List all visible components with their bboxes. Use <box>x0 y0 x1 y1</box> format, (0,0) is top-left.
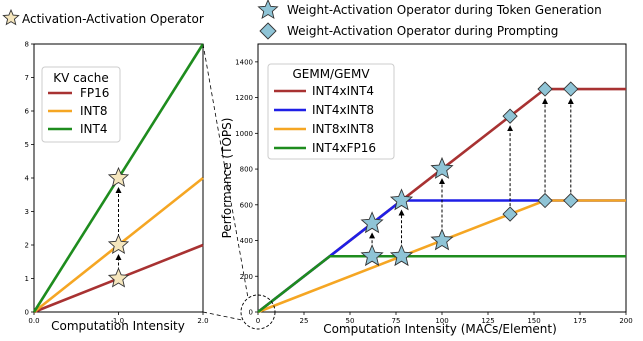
weight-activation-prompt-legend-label: Weight-Activation Operator during Prompt… <box>287 24 558 38</box>
right-x-axis-label: Computation Intensity (MACs/Element) <box>323 322 557 336</box>
left-y-tick-label: 2 <box>25 242 29 250</box>
left-x-tick-label: 1.0 <box>113 317 124 325</box>
top-legend: Activation-Activation Operator Weight-Ac… <box>2 0 602 40</box>
right-series-int4xfp16 <box>257 254 626 314</box>
left-y-tick-label: 4 <box>25 175 30 183</box>
star-blue-icon <box>257 0 279 20</box>
left-y-tick-label: 5 <box>25 141 29 149</box>
kv-cache-chart: 0.0 1.0 2.0 0 1 2 3 4 5 6 7 8 Computation Intensity… <box>25 41 209 334</box>
left-legend-label: INT8 <box>80 104 107 118</box>
right-arrows <box>369 98 574 249</box>
gemm-gemv-chart: 0 25 50 75 100 125 150 175 200 0 200 400 600 800 1000 1… <box>220 43 633 336</box>
right-legend-label: INT4xFP16 <box>312 141 376 155</box>
right-x-tick-label: 150 <box>527 317 540 325</box>
left-y-tick-label: 3 <box>25 208 29 216</box>
left-y-tick-label: 1 <box>25 275 29 283</box>
right-star-marker <box>430 228 454 251</box>
left-x-tick-label: 0.0 <box>28 317 39 325</box>
diamond-blue-icon <box>259 22 277 40</box>
zoom-line-bottom <box>202 311 243 321</box>
left-star-marker <box>107 233 130 255</box>
right-diamond-marker <box>537 192 553 209</box>
left-legend-box <box>41 66 121 143</box>
right-y-tick-label: 0 <box>249 309 253 317</box>
right-legend-label: INT8xINT8 <box>312 122 374 136</box>
right-legend: GEMM/GEMV INT4xINT4 INT4xINT8 INT8xINT8 INT… <box>267 63 395 160</box>
right-y-tick-label: 200 <box>240 273 253 281</box>
left-legend-label: INT4 <box>80 122 107 136</box>
right-x-tick-label: 100 <box>435 317 448 325</box>
left-legend-title: KV cache <box>53 71 108 85</box>
right-star-marker <box>360 211 384 234</box>
right-legend-title: GEMM/GEMV <box>292 67 370 81</box>
left-markers <box>107 166 130 288</box>
weight-activation-prompt-legend-icon <box>259 22 277 40</box>
right-y-tick-label: 800 <box>240 166 253 174</box>
weight-activation-token-legend-icon <box>257 0 279 20</box>
left-star-marker <box>107 267 130 288</box>
right-diamond-marker <box>502 108 518 124</box>
right-x-tick-label: 125 <box>481 317 494 325</box>
left-legend: KV cache FP16 INT8 INT4 <box>41 66 121 143</box>
activation-activation-legend-icon <box>2 8 20 26</box>
right-markers <box>360 81 579 267</box>
right-star-marker <box>389 188 414 211</box>
right-y-tick-label: 1200 <box>235 94 253 102</box>
left-legend-label: FP16 <box>80 86 109 100</box>
right-x-tick-label: 200 <box>619 317 632 325</box>
right-diamond-marker <box>563 81 579 97</box>
right-legend-box <box>267 63 395 160</box>
left-y-tick-label: 6 <box>25 108 30 116</box>
right-x-tick-label: 175 <box>573 317 586 325</box>
right-y-tick-label: 400 <box>240 237 253 245</box>
left-y-tick-label: 0 <box>25 309 29 317</box>
right-x-tick-label: 75 <box>392 317 401 325</box>
right-star-marker <box>389 244 414 267</box>
right-legend-label: INT4xINT8 <box>312 103 374 117</box>
right-axis-ticks: 0 25 50 75 100 125 150 175 200 0 200 400 600 800 1000 1… <box>235 58 633 325</box>
activation-activation-legend-label: Activation-Activation Operator <box>22 12 204 26</box>
right-x-tick-label: 25 <box>300 317 309 325</box>
right-legend-label: INT4xINT4 <box>312 84 374 98</box>
right-diamond-marker <box>537 81 553 97</box>
right-diamond-marker <box>502 206 518 222</box>
zoom-line-top <box>202 43 249 299</box>
right-x-tick-label: 0 <box>256 317 260 325</box>
left-x-tick-label: 2.0 <box>197 317 208 325</box>
right-star-marker <box>360 244 384 267</box>
left-x-axis-label: Computation Intensity <box>51 319 185 333</box>
star-cream-icon <box>2 8 20 26</box>
zoom-origin-circle <box>240 294 276 330</box>
right-star-marker <box>430 156 454 179</box>
left-y-tick-label: 7 <box>25 74 29 82</box>
right-y-tick-label: 1000 <box>235 130 253 138</box>
right-diamond-marker <box>563 192 579 209</box>
zoom-connector <box>202 43 276 330</box>
weight-activation-token-legend-label: Weight-Activation Operator during Token … <box>287 3 602 17</box>
left-y-tick-label: 8 <box>25 41 29 49</box>
right-x-tick-label: 50 <box>346 317 355 325</box>
left-axis-ticks: 0.0 1.0 2.0 0 1 2 3 4 5 6 7 8 <box>25 41 209 326</box>
right-y-tick-label: 1400 <box>235 58 253 66</box>
right-y-tick-label: 600 <box>240 201 253 209</box>
left-star-marker <box>107 166 130 188</box>
